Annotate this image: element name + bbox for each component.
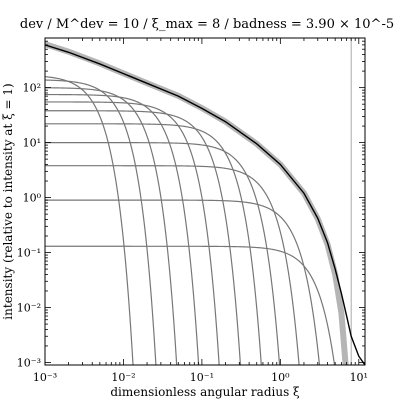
component-curve-1 xyxy=(45,245,336,365)
component-curve-2 xyxy=(45,199,321,365)
y-tick-label: 10⁻³ xyxy=(17,356,41,369)
component-curve-7 xyxy=(45,101,220,365)
plot-frame xyxy=(44,37,366,366)
x-tick-label: 10⁻³ xyxy=(33,371,57,384)
component-curve-6 xyxy=(45,110,242,365)
x-tick-label: 10⁻² xyxy=(111,371,135,384)
y-tick-label: 10⁰ xyxy=(23,192,42,205)
y-tick-label: 10¹ xyxy=(23,137,41,150)
component-curve-3 xyxy=(45,165,300,365)
chart-title: dev / M^dev = 10 / ξ_max = 8 / badness =… xyxy=(20,17,394,32)
y-axis: 10⁻³ 10⁻² 10⁻¹ 10⁰ 10¹ 10² xyxy=(17,37,365,369)
plot-area xyxy=(44,37,366,366)
component-curve-4 xyxy=(45,142,281,365)
component-curve-9 xyxy=(45,87,178,365)
y-axis-title: intensity (relative to intensity at ξ = … xyxy=(1,83,15,319)
component-curve-10 xyxy=(45,79,157,365)
x-tick-label: 10¹ xyxy=(350,371,368,384)
x-axis: 10⁻³ 10⁻² 10⁻¹ 10⁰ 10¹ xyxy=(33,38,368,384)
y-tick-label: 10⁻² xyxy=(17,302,41,315)
component-curve-11 xyxy=(45,76,134,365)
y-tick-label: 10² xyxy=(23,82,41,95)
y-tick-label: 10⁻¹ xyxy=(17,247,41,260)
component-curve-8 xyxy=(45,93,200,365)
x-tick-label: 10⁻¹ xyxy=(190,371,214,384)
model-curve xyxy=(45,44,365,365)
component-curve-5 xyxy=(45,123,262,365)
plot-inner xyxy=(45,38,365,365)
x-tick-label: 10⁰ xyxy=(271,371,290,384)
x-axis-title: dimensionless angular radius ξ xyxy=(110,385,300,399)
